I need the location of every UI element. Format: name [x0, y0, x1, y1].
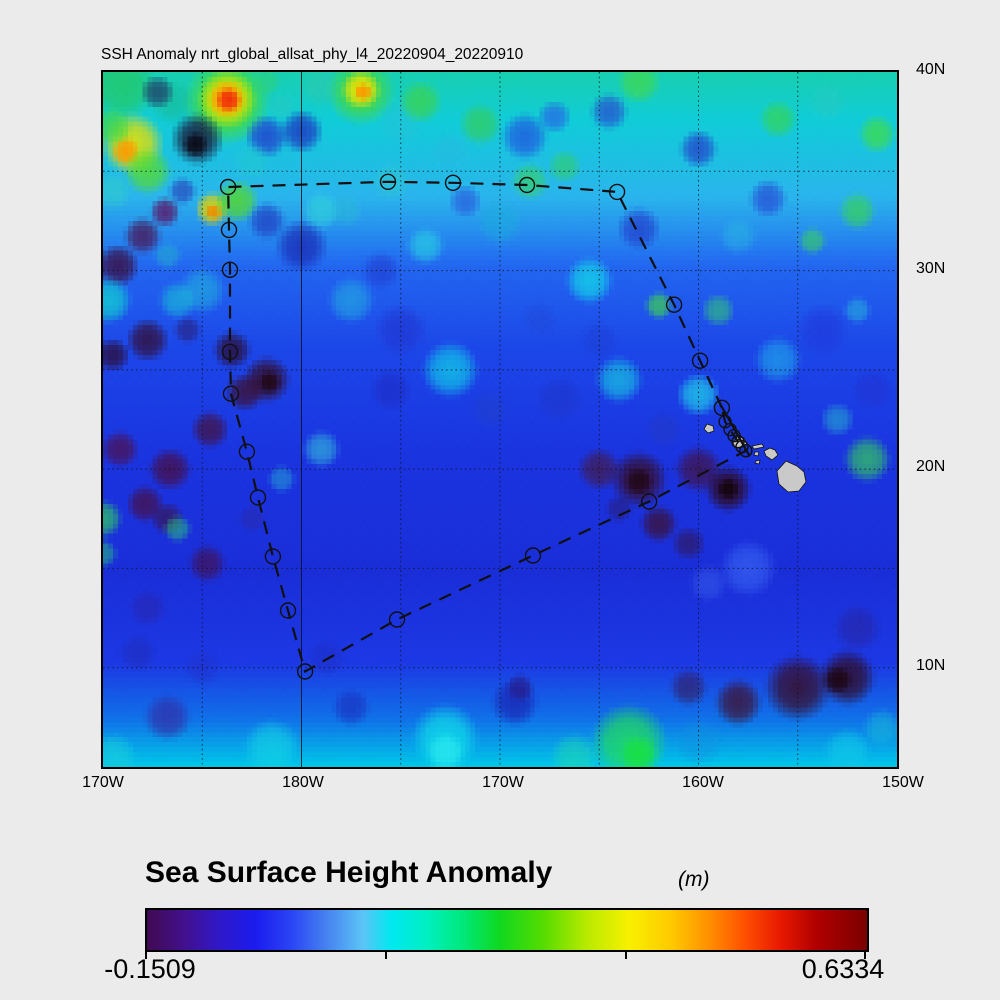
track-point-marker — [238, 443, 256, 460]
lat-tick-label-30n: 30N — [916, 260, 946, 277]
track-point-marker — [296, 663, 314, 680]
track-point-marker — [388, 611, 406, 628]
track-point-marker — [739, 444, 753, 458]
grid-layer — [103, 72, 897, 767]
lat-tick-label-20n: 20N — [916, 458, 946, 475]
colorbar-gradient — [145, 908, 869, 952]
storm-track-path — [226, 180, 748, 674]
track-point-marker — [691, 352, 709, 369]
hawaii-island — [763, 447, 779, 461]
hawaii-island — [703, 423, 715, 434]
lon-tick-label-3: 170W — [482, 774, 524, 791]
track-point-marker — [221, 261, 239, 279]
track-point-marker — [713, 399, 731, 416]
lat-tick-label-40n: 40N — [916, 61, 946, 78]
track-point-marker — [264, 548, 282, 565]
colorbar-max-label: 0.6334 — [801, 954, 885, 984]
map-title: SSH Anomaly nrt_global_allsat_phy_l4_202… — [101, 46, 524, 63]
hawaii-island — [751, 443, 765, 450]
lon-tick-label-2: 180W — [282, 774, 324, 791]
track-point-marker — [640, 493, 658, 510]
map-overlay — [103, 72, 897, 767]
hawaii-island — [753, 451, 760, 457]
storm-track-solid-segment — [717, 400, 751, 456]
colorbar-tick — [625, 950, 627, 959]
hawaii-island — [754, 459, 761, 465]
colorbar-tick — [864, 950, 866, 959]
hawaii-island — [776, 460, 807, 493]
track-point-marker — [718, 415, 732, 429]
track-point-marker — [608, 183, 626, 201]
lat-tick-label-10n: 10N — [916, 657, 946, 674]
colorbar-title: Sea Surface Height Anomaly — [145, 856, 553, 889]
track-point-marker — [220, 221, 238, 239]
track-point-marker — [249, 489, 267, 506]
track-point-marker — [524, 547, 542, 564]
track-point-marker — [379, 173, 397, 191]
colorbar-tick — [145, 950, 147, 959]
track-point-marker — [279, 602, 297, 619]
track-point-marker — [219, 178, 237, 196]
track-point-marker — [221, 343, 239, 360]
lon-tick-label-1: 170W — [82, 774, 124, 791]
track-point-marker — [222, 385, 240, 402]
track-point-marker — [518, 176, 536, 194]
colorbar-min-label: -0.1509 — [104, 954, 196, 984]
track-point-marker — [444, 174, 462, 192]
colorbar-unit: (m) — [678, 868, 710, 891]
islands-layer — [703, 423, 807, 493]
colorbar-tick — [385, 950, 387, 959]
track-point-marker — [665, 296, 683, 313]
lon-tick-label-4: 160W — [682, 774, 724, 791]
lon-tick-label-5: 150W — [882, 774, 924, 791]
track-layer — [219, 173, 753, 680]
map-plot-area — [101, 70, 899, 769]
